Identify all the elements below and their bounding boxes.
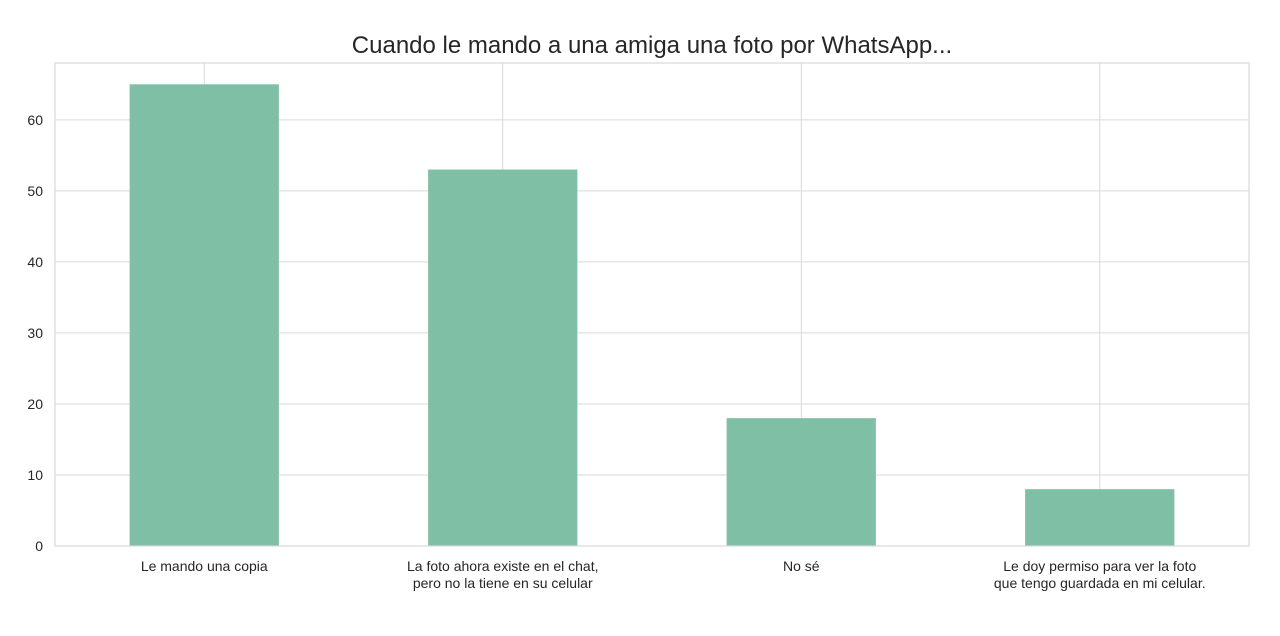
- chart-title: Cuando le mando a una amiga una foto por…: [352, 32, 952, 59]
- bar: [726, 418, 876, 546]
- bars: [129, 84, 1175, 546]
- x-tick-label: No sé: [783, 558, 820, 574]
- y-tick-label: 10: [27, 467, 43, 483]
- plot-frame: [54, 62, 1250, 547]
- x-axis-ticks: Le mando una copia La foto ahora existe e…: [141, 558, 1206, 591]
- bar: [129, 84, 279, 546]
- y-tick-label: 30: [27, 325, 43, 341]
- x-tick-label: Le doy permiso para ver la foto que tengo…: [994, 558, 1206, 591]
- y-tick-label: 0: [35, 538, 43, 554]
- y-tick-label: 40: [27, 254, 43, 270]
- x-tick-label: Le mando una copia: [141, 558, 268, 574]
- y-tick-label: 50: [27, 183, 43, 199]
- x-tick-label: La foto ahora existe en el chat, pero no …: [407, 558, 598, 591]
- y-tick-label: 60: [27, 112, 43, 128]
- bar: [428, 169, 578, 546]
- y-tick-label: 20: [27, 396, 43, 412]
- y-axis-ticks: 0 10 20 30 40 50 60: [27, 112, 43, 554]
- bar: [1025, 489, 1175, 546]
